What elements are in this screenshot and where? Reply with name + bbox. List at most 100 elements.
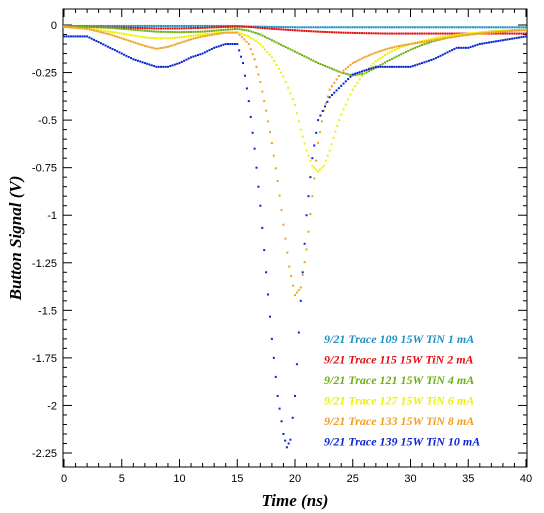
data-point bbox=[166, 30, 169, 33]
data-point bbox=[411, 26, 414, 29]
data-point bbox=[451, 36, 454, 39]
data-point bbox=[242, 62, 245, 65]
data-point bbox=[384, 65, 387, 68]
data-point bbox=[289, 48, 292, 51]
data-point bbox=[190, 30, 193, 33]
data-point bbox=[363, 26, 366, 29]
data-point bbox=[360, 72, 363, 75]
data-point bbox=[273, 40, 276, 43]
data-point bbox=[278, 407, 281, 410]
data-point bbox=[356, 81, 359, 84]
data-point bbox=[297, 289, 300, 292]
data-point bbox=[97, 24, 100, 27]
data-point bbox=[236, 27, 239, 30]
data-point bbox=[93, 26, 96, 29]
data-point bbox=[344, 31, 347, 34]
data-point bbox=[335, 31, 338, 34]
data-point bbox=[196, 36, 199, 39]
data-point bbox=[439, 32, 442, 35]
data-point bbox=[340, 26, 343, 29]
data-point bbox=[499, 39, 502, 42]
data-point bbox=[203, 26, 206, 29]
data-point bbox=[303, 261, 306, 264]
data-point bbox=[451, 26, 454, 29]
data-point bbox=[460, 34, 463, 37]
data-point bbox=[259, 33, 262, 36]
x-tick-label: 20 bbox=[289, 473, 301, 485]
data-point bbox=[276, 394, 279, 397]
data-point bbox=[229, 28, 232, 31]
data-point bbox=[467, 33, 470, 36]
data-point bbox=[513, 26, 516, 29]
data-point bbox=[194, 30, 197, 33]
data-point bbox=[113, 49, 116, 52]
data-point bbox=[296, 51, 299, 54]
data-point bbox=[280, 26, 283, 29]
data-point bbox=[99, 42, 102, 45]
data-point bbox=[522, 32, 525, 35]
data-point bbox=[342, 108, 345, 111]
data-point bbox=[171, 31, 174, 34]
data-point bbox=[266, 27, 269, 30]
data-point bbox=[155, 30, 158, 33]
data-point bbox=[423, 26, 426, 29]
y-tick-label: 0 bbox=[51, 20, 57, 32]
data-point bbox=[404, 51, 407, 54]
data-point bbox=[525, 32, 527, 35]
data-point bbox=[185, 35, 188, 38]
data-point bbox=[129, 40, 132, 43]
data-point bbox=[326, 26, 329, 29]
data-point bbox=[217, 32, 220, 35]
data-point bbox=[208, 30, 211, 33]
data-point bbox=[508, 30, 511, 33]
x-tick-labels: 0 5 10 15 20 25 30 35 40 bbox=[61, 473, 532, 485]
data-point bbox=[515, 26, 518, 29]
data-point bbox=[162, 65, 165, 68]
data-point bbox=[374, 65, 377, 68]
data-point bbox=[497, 31, 500, 34]
data-point bbox=[109, 46, 112, 49]
data-point bbox=[300, 26, 303, 29]
data-point bbox=[178, 42, 181, 45]
data-point bbox=[141, 27, 144, 30]
data-point bbox=[97, 30, 100, 33]
data-point bbox=[458, 35, 461, 38]
data-point bbox=[215, 26, 218, 29]
data-point bbox=[222, 31, 225, 34]
data-point bbox=[220, 24, 223, 27]
series-5 bbox=[63, 25, 527, 297]
data-point bbox=[409, 26, 412, 29]
data-point bbox=[220, 29, 223, 32]
data-point bbox=[370, 69, 373, 72]
data-point bbox=[95, 26, 98, 29]
data-point bbox=[285, 446, 288, 449]
data-point bbox=[407, 43, 410, 46]
data-point bbox=[206, 24, 209, 27]
data-point bbox=[386, 60, 389, 63]
data-point bbox=[259, 81, 262, 84]
data-point bbox=[150, 64, 153, 67]
data-point bbox=[488, 26, 491, 29]
data-point bbox=[251, 131, 254, 134]
data-point bbox=[310, 26, 313, 29]
data-point bbox=[199, 53, 202, 56]
data-point bbox=[249, 48, 252, 51]
data-point bbox=[231, 25, 234, 28]
data-point bbox=[203, 51, 206, 54]
data-point bbox=[257, 185, 260, 188]
data-point bbox=[342, 69, 345, 72]
data-point bbox=[290, 275, 293, 278]
data-point bbox=[113, 31, 116, 34]
data-point bbox=[282, 432, 285, 435]
data-point bbox=[388, 65, 391, 68]
data-point bbox=[210, 47, 213, 50]
data-point bbox=[400, 32, 403, 35]
data-point bbox=[178, 31, 181, 34]
data-point bbox=[414, 32, 417, 35]
data-point bbox=[88, 28, 91, 31]
data-point bbox=[508, 38, 511, 41]
data-point bbox=[386, 26, 389, 29]
data-point bbox=[400, 65, 403, 68]
data-point bbox=[210, 26, 213, 29]
data-point bbox=[79, 27, 82, 30]
